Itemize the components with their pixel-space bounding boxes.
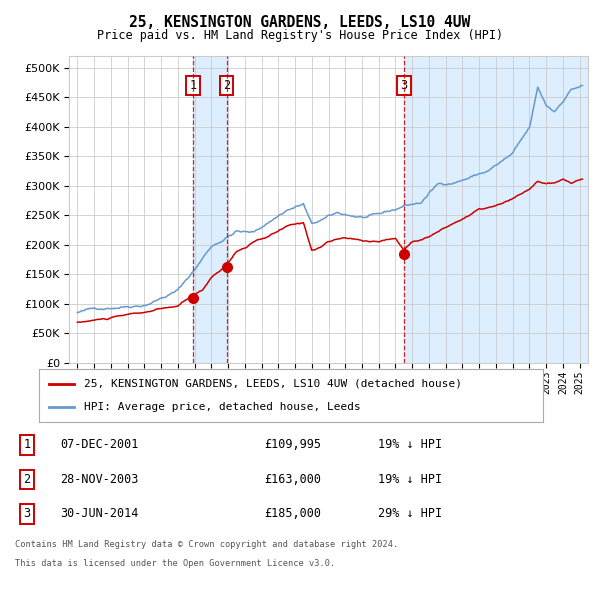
- Text: 29% ↓ HPI: 29% ↓ HPI: [378, 507, 442, 520]
- Text: 1: 1: [190, 79, 197, 92]
- Text: 1: 1: [23, 438, 31, 451]
- Text: 19% ↓ HPI: 19% ↓ HPI: [378, 473, 442, 486]
- Bar: [404, 56, 588, 363]
- Text: HPI: Average price, detached house, Leeds: HPI: Average price, detached house, Leed…: [85, 402, 361, 412]
- Text: This data is licensed under the Open Government Licence v3.0.: This data is licensed under the Open Gov…: [15, 559, 335, 568]
- Text: 19% ↓ HPI: 19% ↓ HPI: [378, 438, 442, 451]
- Text: 2: 2: [23, 473, 31, 486]
- Text: 30-JUN-2014: 30-JUN-2014: [60, 507, 139, 520]
- Bar: [193, 56, 227, 363]
- Text: 2: 2: [223, 79, 230, 92]
- Text: 07-DEC-2001: 07-DEC-2001: [60, 438, 139, 451]
- Text: Contains HM Land Registry data © Crown copyright and database right 2024.: Contains HM Land Registry data © Crown c…: [15, 540, 398, 549]
- Text: 28-NOV-2003: 28-NOV-2003: [60, 473, 139, 486]
- Text: £185,000: £185,000: [264, 507, 321, 520]
- Text: Price paid vs. HM Land Registry's House Price Index (HPI): Price paid vs. HM Land Registry's House …: [97, 30, 503, 42]
- Text: £109,995: £109,995: [264, 438, 321, 451]
- Text: £163,000: £163,000: [264, 473, 321, 486]
- Text: 25, KENSINGTON GARDENS, LEEDS, LS10 4UW: 25, KENSINGTON GARDENS, LEEDS, LS10 4UW: [130, 15, 470, 30]
- Text: 3: 3: [400, 79, 407, 92]
- Text: 3: 3: [23, 507, 31, 520]
- Text: 25, KENSINGTON GARDENS, LEEDS, LS10 4UW (detached house): 25, KENSINGTON GARDENS, LEEDS, LS10 4UW …: [85, 379, 463, 389]
